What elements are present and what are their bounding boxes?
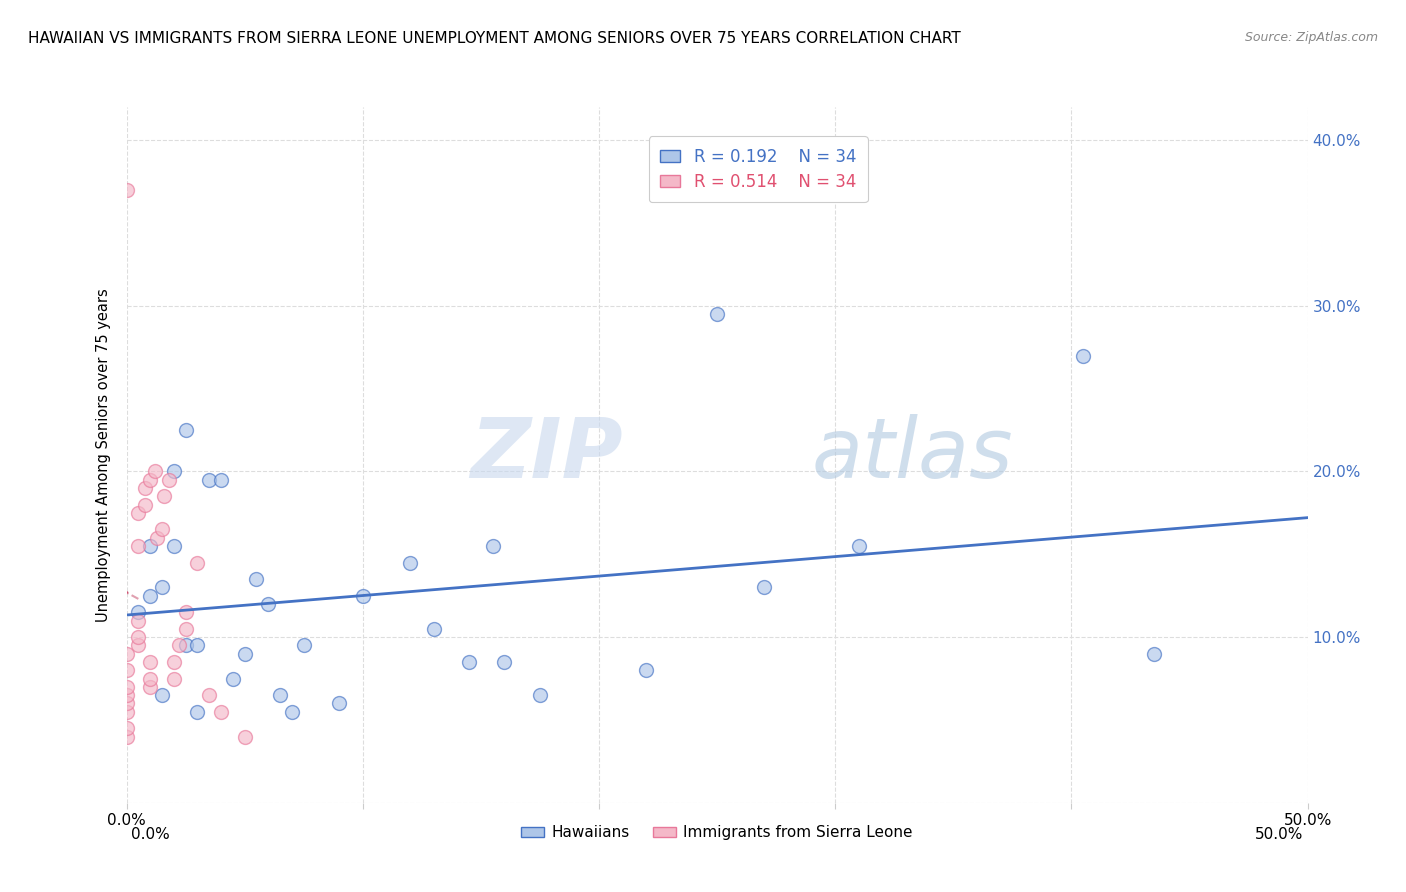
Point — [115, 183, 138, 197]
Point — [139, 655, 162, 669]
Point — [115, 705, 138, 719]
Point — [167, 639, 190, 653]
Point — [174, 622, 197, 636]
Point — [458, 655, 481, 669]
Text: atlas: atlas — [811, 415, 1014, 495]
Point — [127, 630, 149, 644]
Point — [222, 672, 245, 686]
Point — [186, 639, 208, 653]
Point — [209, 705, 232, 719]
Text: HAWAIIAN VS IMMIGRANTS FROM SIERRA LEONE UNEMPLOYMENT AMONG SENIORS OVER 75 YEAR: HAWAIIAN VS IMMIGRANTS FROM SIERRA LEONE… — [28, 31, 960, 46]
Text: 0.0%: 0.0% — [131, 827, 170, 841]
Point — [422, 622, 444, 636]
Point — [233, 730, 256, 744]
Point — [186, 705, 208, 719]
Point — [257, 597, 280, 611]
Point — [150, 523, 173, 537]
Point — [174, 605, 197, 619]
Point — [115, 688, 138, 702]
Point — [706, 307, 728, 321]
Point — [636, 663, 658, 677]
Point — [174, 639, 197, 653]
Point — [150, 688, 173, 702]
Point — [127, 605, 149, 619]
Point — [115, 663, 138, 677]
Point — [481, 539, 503, 553]
Point — [328, 697, 350, 711]
Point — [127, 506, 149, 520]
Point — [115, 647, 138, 661]
Point — [848, 539, 870, 553]
Point — [292, 639, 315, 653]
Point — [115, 721, 138, 735]
Point — [146, 531, 169, 545]
Point — [139, 589, 162, 603]
Point — [134, 498, 156, 512]
Point — [209, 473, 232, 487]
Point — [115, 680, 138, 694]
Point — [174, 423, 197, 437]
Point — [143, 465, 166, 479]
Point — [139, 672, 162, 686]
Point — [139, 680, 162, 694]
Point — [127, 539, 149, 553]
Point — [139, 473, 162, 487]
Text: Source: ZipAtlas.com: Source: ZipAtlas.com — [1244, 31, 1378, 45]
Point — [153, 489, 176, 503]
Point — [163, 539, 186, 553]
Legend: R = 0.192    N = 34, R = 0.514    N = 34: R = 0.192 N = 34, R = 0.514 N = 34 — [648, 136, 868, 202]
Point — [127, 639, 149, 653]
Point — [1071, 349, 1094, 363]
Point — [127, 614, 149, 628]
Point — [233, 647, 256, 661]
Point — [139, 539, 162, 553]
Point — [269, 688, 291, 702]
Point — [115, 730, 138, 744]
Point — [150, 581, 173, 595]
Point — [163, 672, 186, 686]
Point — [198, 688, 221, 702]
Point — [399, 556, 422, 570]
Point — [1143, 647, 1166, 661]
Point — [134, 481, 156, 495]
Text: ZIP: ZIP — [470, 415, 623, 495]
Point — [754, 581, 776, 595]
Point — [281, 705, 304, 719]
Point — [163, 655, 186, 669]
Point — [163, 465, 186, 479]
Point — [115, 697, 138, 711]
Point — [352, 589, 374, 603]
Point — [494, 655, 516, 669]
Point — [245, 572, 267, 586]
Legend: Hawaiians, Immigrants from Sierra Leone: Hawaiians, Immigrants from Sierra Leone — [515, 820, 920, 847]
Point — [186, 556, 208, 570]
Y-axis label: Unemployment Among Seniors over 75 years: Unemployment Among Seniors over 75 years — [96, 288, 111, 622]
Point — [198, 473, 221, 487]
Text: 50.0%: 50.0% — [1256, 827, 1303, 841]
Point — [157, 473, 180, 487]
Point — [529, 688, 551, 702]
